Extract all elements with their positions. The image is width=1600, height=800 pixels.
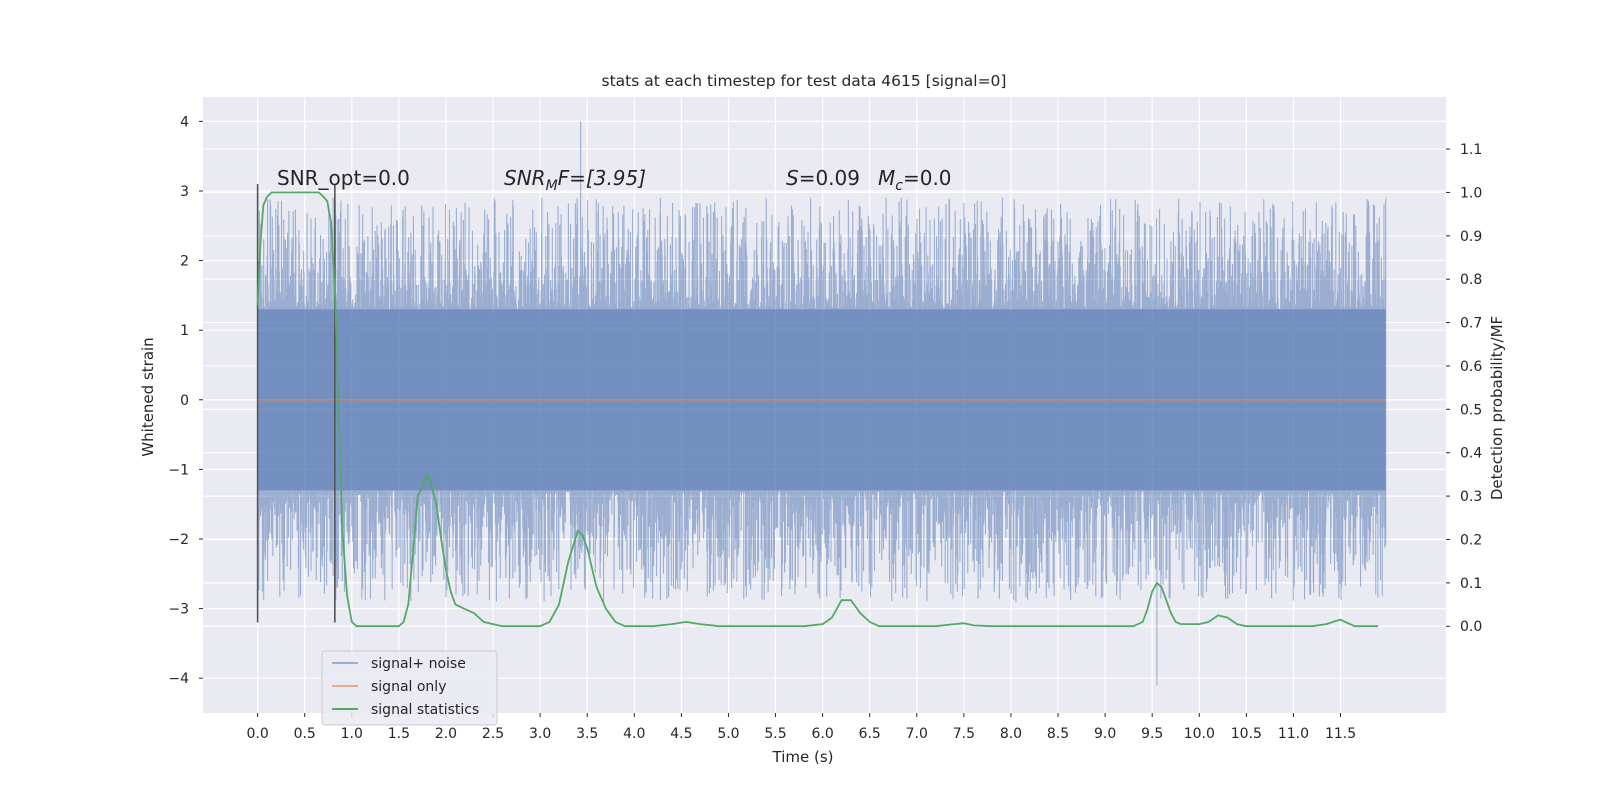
x-tick-label: 8.5	[1047, 726, 1069, 742]
y2-tick-label: 1.0	[1460, 185, 1482, 201]
y2-tick-label: 0.7	[1460, 316, 1482, 332]
x-tick-label: 5.5	[764, 726, 786, 742]
y-tick-label: 0	[180, 393, 189, 409]
legend-box	[321, 650, 498, 726]
x-tick-label: 7.5	[953, 726, 975, 742]
y2-tick-label: 0.6	[1460, 359, 1482, 375]
y2-tick-label: 0.5	[1460, 402, 1482, 418]
x-tick-label: 2.5	[482, 726, 504, 742]
x-tick-label: 0.5	[294, 726, 316, 742]
series-signal-statistics	[256, 191, 1379, 628]
y2-tick-label: 0.2	[1460, 532, 1482, 548]
y2-tick-label: 0.8	[1460, 272, 1482, 288]
annotation-snr-mf: SNRMF=[3.95]	[504, 166, 646, 194]
y-tick-label: −2	[168, 532, 189, 548]
x-tick-label: 1.5	[388, 726, 410, 742]
x-tick-label: 8.0	[1000, 726, 1022, 742]
legend-label-signal-noise: signal+ noise	[371, 656, 466, 672]
x-tick-label: 9.0	[1094, 726, 1116, 742]
y-tick-label: 1	[180, 323, 189, 339]
statistics-line	[256, 191, 1379, 628]
x-tick-label: 5.0	[717, 726, 739, 742]
window-markers	[256, 184, 336, 623]
y-tick-label: −1	[168, 462, 189, 478]
x-tick-label: 4.0	[623, 726, 645, 742]
y-tick-label: −3	[168, 602, 189, 618]
annotation-snr-opt: SNR_opt=0.0	[277, 166, 410, 190]
y2-tick-label: 1.1	[1460, 142, 1482, 158]
y2-axis-title: Detection probability/MF	[1488, 316, 1506, 500]
y2-tick-label: 0.0	[1460, 619, 1482, 635]
x-tick-label: 7.0	[906, 726, 928, 742]
x-tick-label: 6.5	[859, 726, 881, 742]
x-tick-label: 11.5	[1325, 726, 1356, 742]
y-tick-label: −4	[168, 671, 189, 687]
y2-tick-label: 0.4	[1460, 446, 1482, 462]
y2-axis-ticks: 0.0 0.1 0.2 0.3 0.4 0.5 0.6 0.7 0.8 0.9 1.0 1.1	[1446, 142, 1482, 635]
x-tick-label: 6.0	[811, 726, 833, 742]
y-axis-ticks: −4 −3 −2 −1 0 1 2 3 4	[168, 114, 203, 687]
annotation-s-mc: S=0.09 Mc=0.0	[786, 166, 952, 194]
legend-label-signal-statistics: signal statistics	[371, 702, 479, 718]
x-tick-label: 3.0	[529, 726, 551, 742]
x-tick-label: 4.5	[670, 726, 692, 742]
x-tick-label: 11.0	[1278, 726, 1309, 742]
y2-tick-label: 0.9	[1460, 229, 1482, 245]
legend-label-signal-only: signal only	[371, 679, 446, 695]
chart-title: stats at each timestep for test data 461…	[602, 72, 1007, 90]
x-tick-label: 0.0	[246, 726, 268, 742]
x-axis-title: Time (s)	[772, 748, 834, 766]
x-tick-label: 10.5	[1231, 726, 1262, 742]
x-tick-label: 10.0	[1184, 726, 1215, 742]
y-tick-label: 3	[180, 184, 189, 200]
x-tick-label: 2.0	[435, 726, 457, 742]
y-tick-label: 2	[180, 254, 189, 270]
legend: signal+ noise signal only signal statist…	[321, 650, 498, 726]
y2-tick-label: 0.3	[1460, 489, 1482, 505]
y2-tick-label: 0.1	[1460, 576, 1482, 592]
x-tick-label: 3.5	[576, 726, 598, 742]
x-axis-ticks: 0.0 0.5 1.0 1.5 2.0 2.5 3.0 3.5 4.0 4.5 5.0 5.5 6.0 6…	[246, 713, 1356, 742]
x-tick-label: 1.0	[341, 726, 363, 742]
y-tick-label: 4	[180, 114, 189, 130]
x-tick-label: 9.5	[1141, 726, 1163, 742]
y-axis-title: Whitened strain	[139, 337, 157, 456]
